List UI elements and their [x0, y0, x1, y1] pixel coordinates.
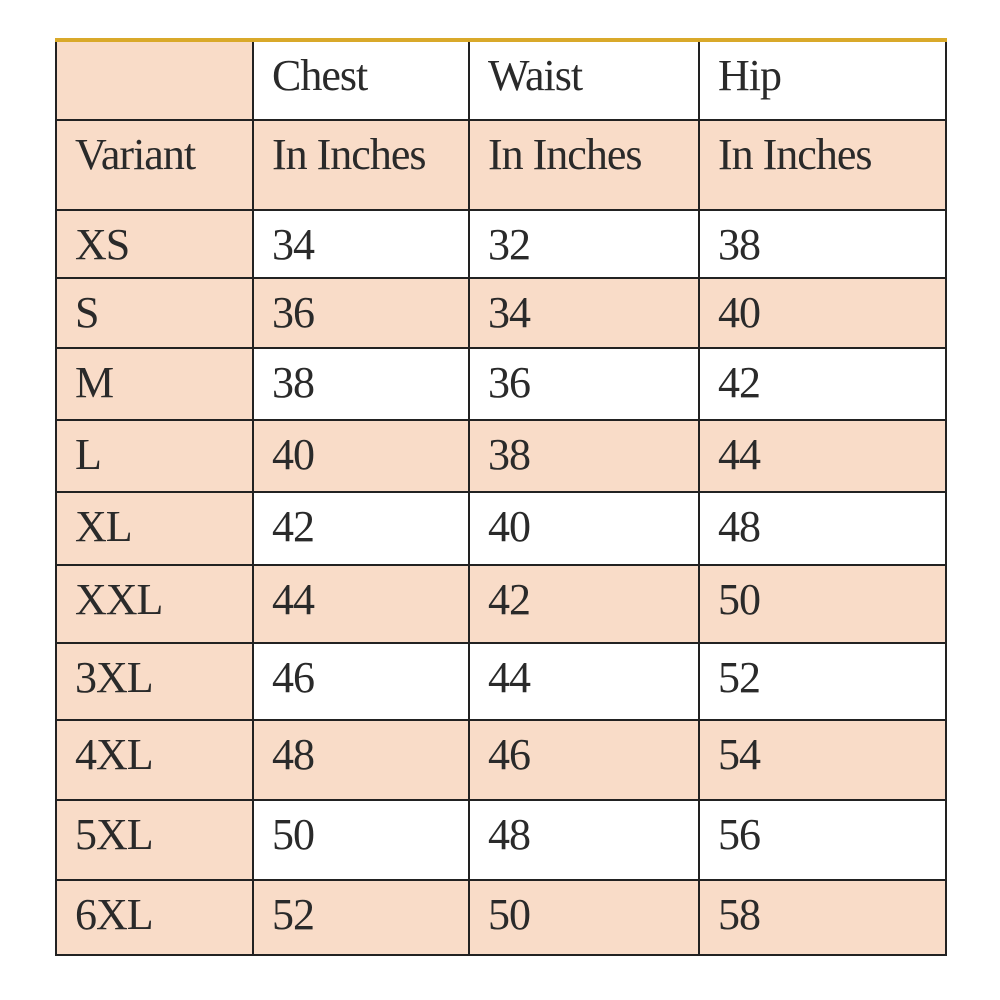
table-row: XXL 44 42 50: [55, 564, 947, 644]
header-cell-hip-unit: In Inches: [698, 119, 947, 211]
cell-waist: 36: [468, 347, 700, 421]
table-row: M 38 36 42: [55, 347, 947, 421]
cell-waist: 40: [468, 491, 700, 566]
header-cell-waist: Waist: [468, 39, 700, 121]
header-cell-hip: Hip: [698, 39, 947, 121]
table-row: XS 34 32 38: [55, 209, 947, 279]
cell-variant: L: [55, 419, 254, 493]
cell-chest: 44: [252, 564, 470, 644]
table-row: 6XL 52 50 58: [55, 879, 947, 956]
cell-waist: 38: [468, 419, 700, 493]
cell-chest: 42: [252, 491, 470, 566]
cell-chest: 48: [252, 719, 470, 801]
cell-variant: 4XL: [55, 719, 254, 801]
table-row: XL 42 40 48: [55, 491, 947, 566]
cell-waist: 42: [468, 564, 700, 644]
cell-hip: 50: [698, 564, 947, 644]
cell-hip: 52: [698, 642, 947, 721]
header-row-measure: Chest Waist Hip: [55, 39, 947, 121]
cell-hip: 44: [698, 419, 947, 493]
cell-chest: 52: [252, 879, 470, 956]
cell-chest: 36: [252, 277, 470, 349]
cell-waist: 50: [468, 879, 700, 956]
header-row-units: Variant In Inches In Inches In Inches: [55, 119, 947, 211]
cell-chest: 38: [252, 347, 470, 421]
cell-chest: 40: [252, 419, 470, 493]
cell-variant: XXL: [55, 564, 254, 644]
cell-hip: 54: [698, 719, 947, 801]
table-row: 4XL 48 46 54: [55, 719, 947, 801]
cell-waist: 46: [468, 719, 700, 801]
cell-variant: XS: [55, 209, 254, 279]
table-row: S 36 34 40: [55, 277, 947, 349]
cell-chest: 46: [252, 642, 470, 721]
cell-chest: 34: [252, 209, 470, 279]
cell-hip: 56: [698, 799, 947, 881]
table-row: 5XL 50 48 56: [55, 799, 947, 881]
cell-variant: M: [55, 347, 254, 421]
cell-hip: 48: [698, 491, 947, 566]
header-cell-waist-unit: In Inches: [468, 119, 700, 211]
cell-waist: 44: [468, 642, 700, 721]
cell-hip: 38: [698, 209, 947, 279]
table-row: L 40 38 44: [55, 419, 947, 493]
cell-hip: 40: [698, 277, 947, 349]
cell-waist: 34: [468, 277, 700, 349]
header-cell-chest: Chest: [252, 39, 470, 121]
cell-chest: 50: [252, 799, 470, 881]
cell-hip: 58: [698, 879, 947, 956]
cell-hip: 42: [698, 347, 947, 421]
cell-waist: 32: [468, 209, 700, 279]
size-chart-table: Chest Waist Hip Variant In Inches In Inc…: [55, 38, 947, 956]
table-row: 3XL 46 44 52: [55, 642, 947, 721]
header-cell-empty: [55, 39, 254, 121]
header-cell-variant: Variant: [55, 119, 254, 211]
cell-variant: 3XL: [55, 642, 254, 721]
cell-variant: XL: [55, 491, 254, 566]
cell-waist: 48: [468, 799, 700, 881]
cell-variant: S: [55, 277, 254, 349]
cell-variant: 5XL: [55, 799, 254, 881]
header-cell-chest-unit: In Inches: [252, 119, 470, 211]
cell-variant: 6XL: [55, 879, 254, 956]
